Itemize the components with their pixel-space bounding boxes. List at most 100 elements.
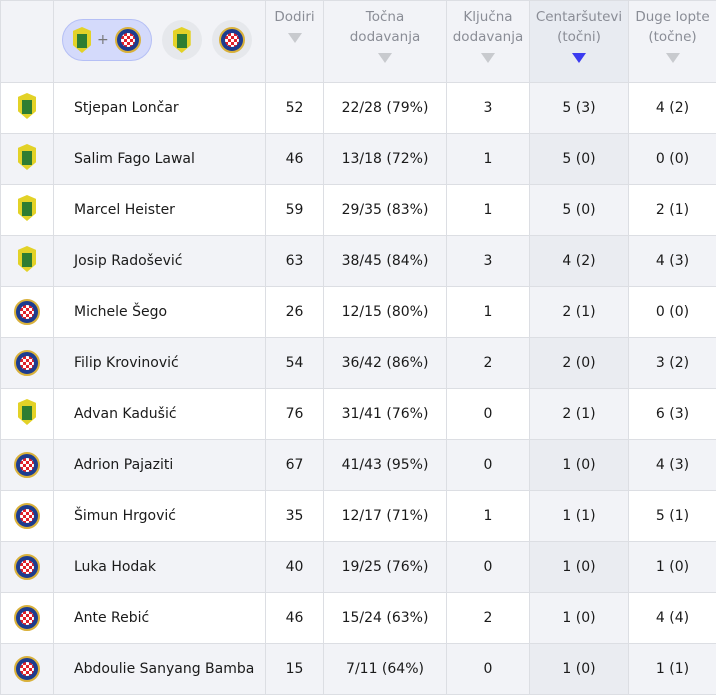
sort-arrow-icon bbox=[481, 53, 495, 63]
player-name[interactable]: Josip Radošević bbox=[53, 235, 266, 287]
accurate-passes: 19/25 (76%) bbox=[323, 541, 447, 593]
hajduk-crest-icon bbox=[14, 554, 40, 580]
hajduk-crest-icon bbox=[218, 27, 245, 53]
player-name[interactable]: Filip Krovinović bbox=[53, 337, 266, 389]
long-balls: 6 (3) bbox=[628, 388, 716, 440]
table-row[interactable]: Advan Kadušić 76 31/41 (76%) 0 2 (1) 6 (… bbox=[0, 388, 716, 440]
hajduk-crest-icon bbox=[14, 350, 40, 376]
table-row[interactable]: Filip Krovinović 54 36/42 (86%) 2 2 (0) … bbox=[0, 337, 716, 389]
istra-crest-icon bbox=[18, 93, 36, 119]
long-balls: 3 (2) bbox=[628, 337, 716, 389]
column-header-key-passes[interactable]: Ključna dodavanja bbox=[446, 0, 530, 83]
accurate-passes: 31/41 (76%) bbox=[323, 388, 447, 440]
touches: 46 bbox=[265, 592, 324, 644]
sort-arrow-active-icon bbox=[572, 53, 586, 63]
accurate-passes: 38/45 (84%) bbox=[323, 235, 447, 287]
crosses: 2 (1) bbox=[529, 388, 629, 440]
column-header-crosses[interactable]: Centaršutevi (točni) bbox=[529, 0, 629, 83]
player-name[interactable]: Adrion Pajaziti bbox=[53, 439, 266, 491]
accurate-passes: 12/15 (80%) bbox=[323, 286, 447, 338]
table-row[interactable]: Abdoulie Sanyang Bamba 15 7/11 (64%) 0 1… bbox=[0, 643, 716, 695]
filter-istra[interactable] bbox=[161, 20, 202, 60]
team-crest-cell bbox=[0, 388, 54, 440]
hajduk-crest-icon bbox=[14, 503, 40, 529]
player-name[interactable]: Šimun Hrgović bbox=[53, 490, 266, 542]
key-passes: 0 bbox=[446, 541, 530, 593]
istra-crest-icon bbox=[18, 144, 36, 170]
column-header-accurate-passes[interactable]: Točna dodavanja bbox=[323, 0, 447, 83]
table-row[interactable]: Šimun Hrgović 35 12/17 (71%) 1 1 (1) 5 (… bbox=[0, 490, 716, 542]
long-balls: 4 (4) bbox=[628, 592, 716, 644]
crest-header bbox=[0, 0, 54, 83]
crosses: 4 (2) bbox=[529, 235, 629, 287]
hajduk-crest-icon bbox=[14, 299, 40, 325]
table-row[interactable]: Marcel Heister 59 29/35 (83%) 1 5 (0) 2 … bbox=[0, 184, 716, 236]
team-crest-cell bbox=[0, 541, 54, 593]
filter-both-teams[interactable]: + bbox=[62, 19, 152, 61]
long-balls: 2 (1) bbox=[628, 184, 716, 236]
key-passes: 0 bbox=[446, 643, 530, 695]
touches: 35 bbox=[265, 490, 324, 542]
hajduk-crest-icon bbox=[14, 656, 40, 682]
istra-crest-icon bbox=[18, 246, 36, 272]
player-name[interactable]: Stjepan Lončar bbox=[53, 82, 266, 134]
filter-hajduk[interactable] bbox=[211, 20, 252, 60]
sort-arrow-icon bbox=[378, 53, 392, 63]
player-name[interactable]: Abdoulie Sanyang Bamba bbox=[53, 643, 266, 695]
key-passes: 0 bbox=[446, 439, 530, 491]
long-balls: 1 (0) bbox=[628, 541, 716, 593]
key-passes: 0 bbox=[446, 388, 530, 440]
sort-arrow-icon bbox=[665, 53, 680, 63]
player-name[interactable]: Salim Fago Lawal bbox=[53, 133, 266, 185]
player-name[interactable]: Advan Kadušić bbox=[53, 388, 266, 440]
touches: 59 bbox=[265, 184, 324, 236]
team-crest-cell bbox=[0, 184, 54, 236]
accurate-passes: 22/28 (79%) bbox=[323, 82, 447, 134]
touches: 76 bbox=[265, 388, 324, 440]
column-header-touches[interactable]: Dodiri bbox=[265, 0, 324, 83]
touches: 40 bbox=[265, 541, 324, 593]
crosses: 1 (0) bbox=[529, 541, 629, 593]
team-crest-cell bbox=[0, 439, 54, 491]
table-row[interactable]: Luka Hodak 40 19/25 (76%) 0 1 (0) 1 (0) bbox=[0, 541, 716, 593]
column-header-long-balls[interactable]: Duge lopte (točne) bbox=[628, 0, 716, 83]
table-row[interactable]: Michele Šego 26 12/15 (80%) 1 2 (1) 0 (0… bbox=[0, 286, 716, 338]
player-name[interactable]: Marcel Heister bbox=[53, 184, 266, 236]
sort-arrow-icon bbox=[287, 33, 302, 43]
table-row[interactable]: Josip Radošević 63 38/45 (84%) 3 4 (2) 4… bbox=[0, 235, 716, 287]
crosses: 1 (0) bbox=[529, 439, 629, 491]
hajduk-crest-icon bbox=[14, 605, 40, 631]
hajduk-crest-icon bbox=[114, 27, 141, 53]
accurate-passes: 36/42 (86%) bbox=[323, 337, 447, 389]
crosses: 1 (0) bbox=[529, 592, 629, 644]
key-passes: 3 bbox=[446, 235, 530, 287]
player-name[interactable]: Michele Šego bbox=[53, 286, 266, 338]
touches: 46 bbox=[265, 133, 324, 185]
crosses: 5 (0) bbox=[529, 184, 629, 236]
team-crest-cell bbox=[0, 643, 54, 695]
crosses: 5 (0) bbox=[529, 133, 629, 185]
crosses: 2 (0) bbox=[529, 337, 629, 389]
accurate-passes: 12/17 (71%) bbox=[323, 490, 447, 542]
player-name[interactable]: Ante Rebić bbox=[53, 592, 266, 644]
accurate-passes: 29/35 (83%) bbox=[323, 184, 447, 236]
table-row[interactable]: Ante Rebić 46 15/24 (63%) 2 1 (0) 4 (4) bbox=[0, 592, 716, 644]
table-row[interactable]: Adrion Pajaziti 67 41/43 (95%) 0 1 (0) 4… bbox=[0, 439, 716, 491]
crosses: 5 (3) bbox=[529, 82, 629, 134]
team-filter: + bbox=[53, 0, 266, 83]
table-row[interactable]: Salim Fago Lawal 46 13/18 (72%) 1 5 (0) … bbox=[0, 133, 716, 185]
player-name[interactable]: Luka Hodak bbox=[53, 541, 266, 593]
crosses: 1 (0) bbox=[529, 643, 629, 695]
team-crest-cell bbox=[0, 133, 54, 185]
touches: 52 bbox=[265, 82, 324, 134]
hajduk-crest-icon bbox=[14, 452, 40, 478]
team-crest-cell bbox=[0, 337, 54, 389]
accurate-passes: 13/18 (72%) bbox=[323, 133, 447, 185]
long-balls: 4 (2) bbox=[628, 82, 716, 134]
crosses: 2 (1) bbox=[529, 286, 629, 338]
team-crest-cell bbox=[0, 490, 54, 542]
istra-crest-icon bbox=[172, 27, 191, 53]
crosses: 1 (1) bbox=[529, 490, 629, 542]
table-row[interactable]: Stjepan Lončar 52 22/28 (79%) 3 5 (3) 4 … bbox=[0, 82, 716, 134]
